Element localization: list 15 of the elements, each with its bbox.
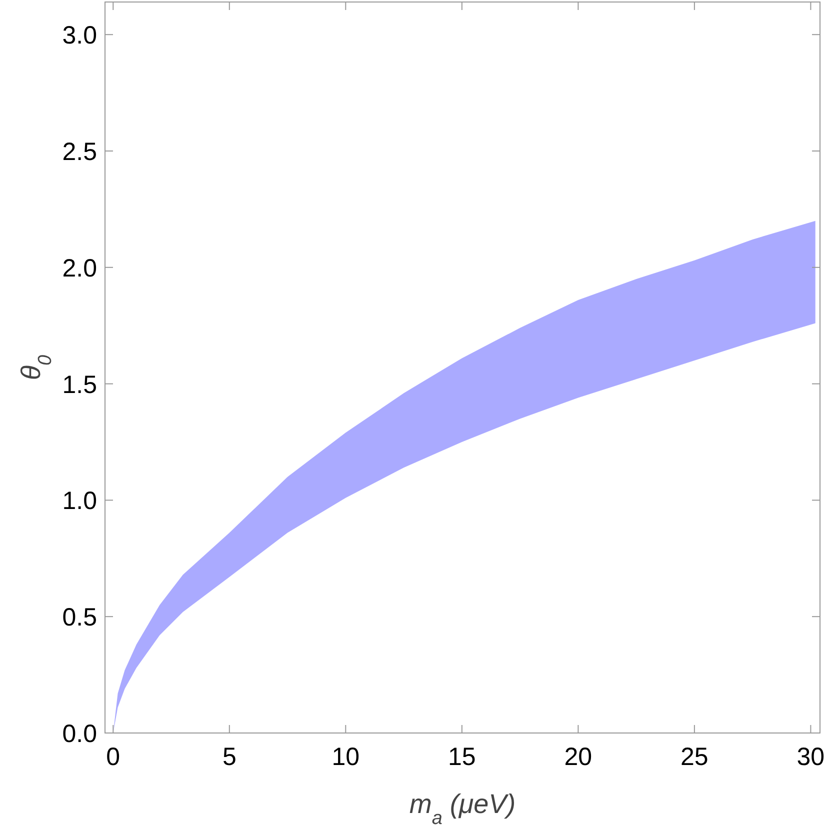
x-tick-label: 30 [796, 743, 825, 771]
y-tick-label: 0.5 [62, 604, 97, 632]
x-axis-title: m$_{a}$ (μeV) [409, 789, 516, 825]
y-tick-label: 0.0 [62, 720, 97, 748]
y-tick-label: 2.5 [62, 138, 97, 166]
y-tick-label: 2.0 [62, 254, 97, 282]
y-tick-label: 1.5 [62, 370, 97, 399]
x-tick-label: 15 [448, 743, 476, 771]
x-tick-label: 10 [332, 743, 360, 771]
x-tick-label: 0 [106, 743, 120, 771]
x-tick-label: 20 [564, 743, 592, 771]
x-tick-label: 5 [222, 743, 236, 771]
y-tick-label: 3.0 [62, 22, 97, 50]
x-tick-label: 25 [680, 743, 708, 771]
y-tick-label: 1.0 [62, 487, 97, 516]
